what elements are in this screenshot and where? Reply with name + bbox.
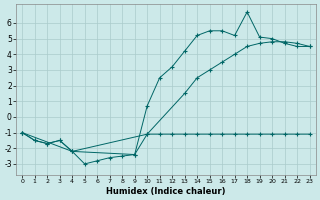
X-axis label: Humidex (Indice chaleur): Humidex (Indice chaleur) [106,187,226,196]
